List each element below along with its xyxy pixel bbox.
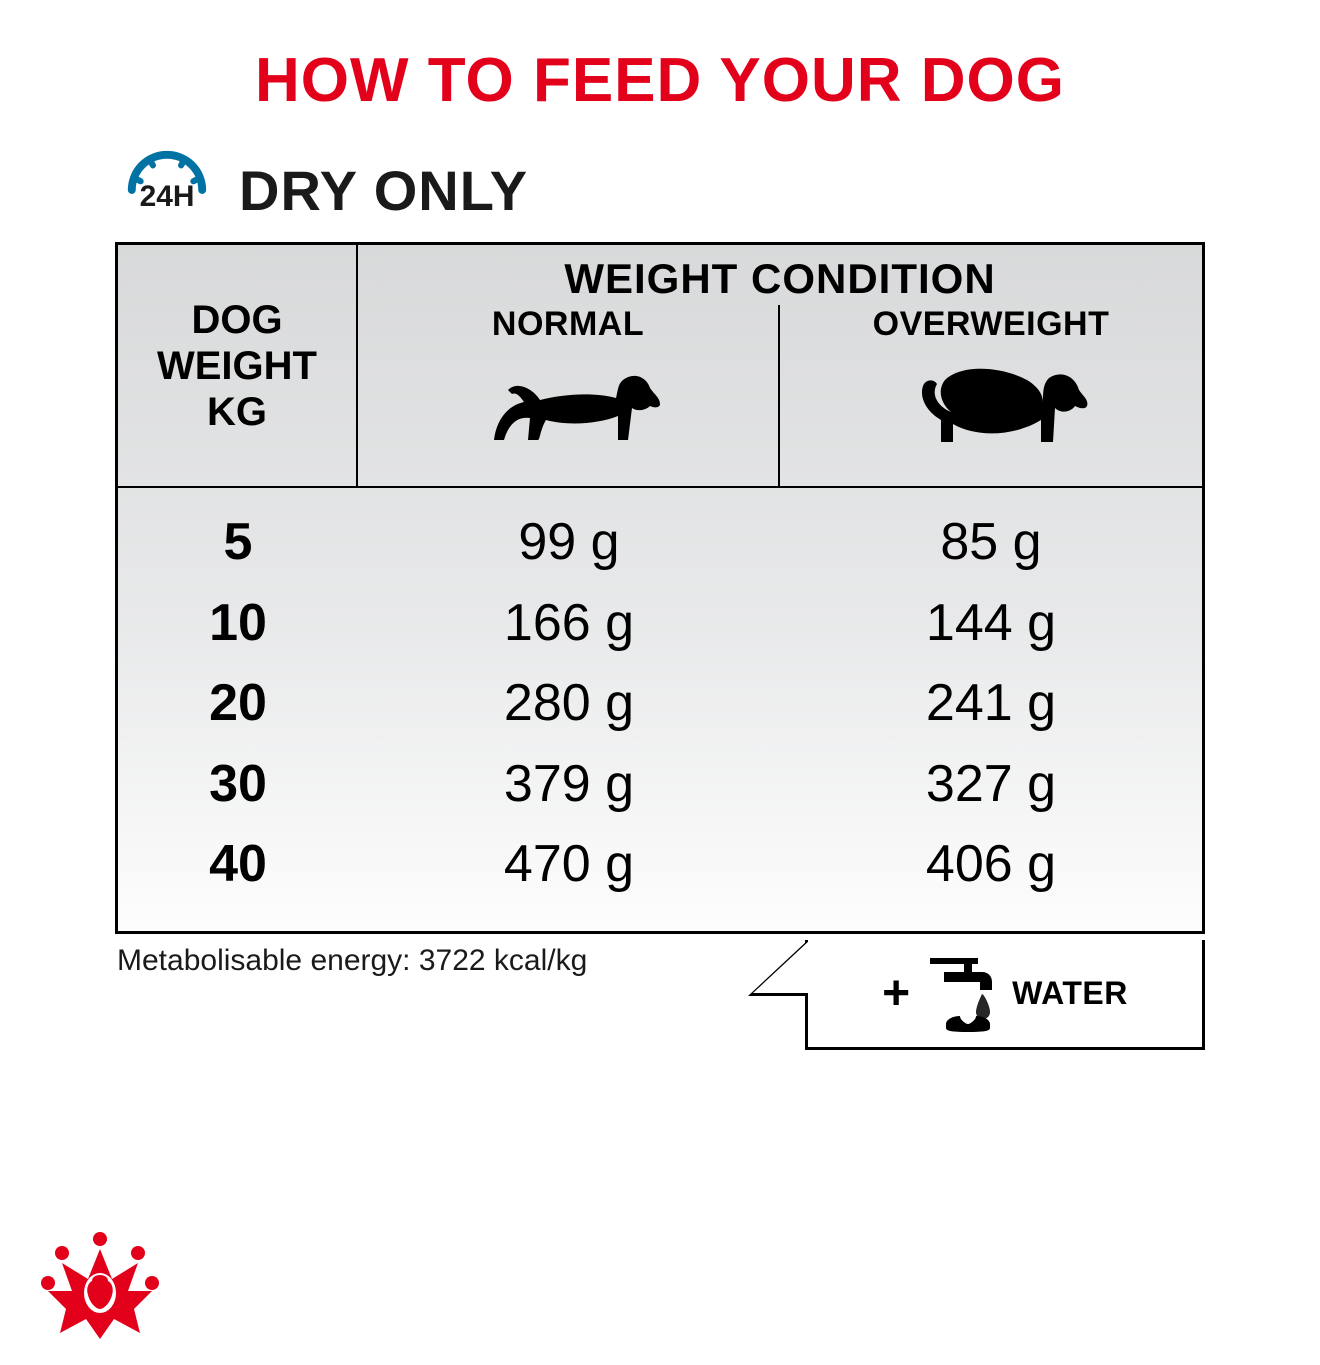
normal-label: NORMAL [492,305,644,344]
cell-normal: 379 g [358,744,780,825]
water-tap-icon [924,954,998,1032]
royal-canin-crown-logo [40,1229,160,1339]
table-body: 599 g85 g10166 g144 g20280 g241 g30379 g… [118,486,1202,931]
clock-text: 24H [140,180,195,213]
normal-dog-icon [468,350,668,470]
cell-overweight: 144 g [780,583,1202,664]
cell-overweight: 241 g [780,663,1202,744]
cell-weight: 10 [118,583,358,664]
feeding-table: DOG WEIGHT KG WEIGHT CONDITION NORMAL OV… [115,242,1205,934]
table-row: 599 g85 g [118,502,1202,583]
table-row: 30379 g327 g [118,744,1202,825]
overweight-label: OVERWEIGHT [873,305,1110,344]
cell-weight: 40 [118,824,358,905]
water-box: + WATER [805,940,1205,1050]
hdr-kg: KG [207,389,267,435]
header-overweight: OVERWEIGHT [780,305,1202,486]
header-dog-weight: DOG WEIGHT KG [118,245,358,486]
hdr-weight: WEIGHT [157,343,317,389]
overweight-dog-icon [891,350,1091,470]
table-row: 20280 g241 g [118,663,1202,744]
cell-normal: 166 g [358,583,780,664]
water-label: WATER [1012,975,1128,1012]
hdr-dog: DOG [191,297,282,343]
cell-overweight: 85 g [780,502,1202,583]
cell-normal: 470 g [358,824,780,905]
clock-24h-icon: 24H [123,146,211,234]
footer-row: Metabolisable energy: 3722 kcal/kg + WAT… [115,940,1205,1050]
cell-weight: 20 [118,663,358,744]
cell-weight: 30 [118,744,358,825]
header-normal: NORMAL [358,305,780,486]
cell-overweight: 406 g [780,824,1202,905]
cell-normal: 280 g [358,663,780,744]
cell-normal: 99 g [358,502,780,583]
cell-overweight: 327 g [780,744,1202,825]
table-row: 10166 g144 g [118,583,1202,664]
header-weight-condition: WEIGHT CONDITION [358,245,1202,305]
dry-only-label: DRY ONLY [239,158,528,223]
metabolisable-energy: Metabolisable energy: 3722 kcal/kg [115,940,805,978]
content-wrapper: 24H DRY ONLY DOG WEIGHT KG WEIGHT CONDIT… [115,146,1205,1050]
main-title: HOW TO FEED YOUR DOG [0,45,1320,116]
top-row: 24H DRY ONLY [123,146,1205,234]
cell-weight: 5 [118,502,358,583]
table-header: DOG WEIGHT KG WEIGHT CONDITION NORMAL OV… [118,245,1202,486]
plus-sign: + [882,966,910,1021]
table-row: 40470 g406 g [118,824,1202,905]
